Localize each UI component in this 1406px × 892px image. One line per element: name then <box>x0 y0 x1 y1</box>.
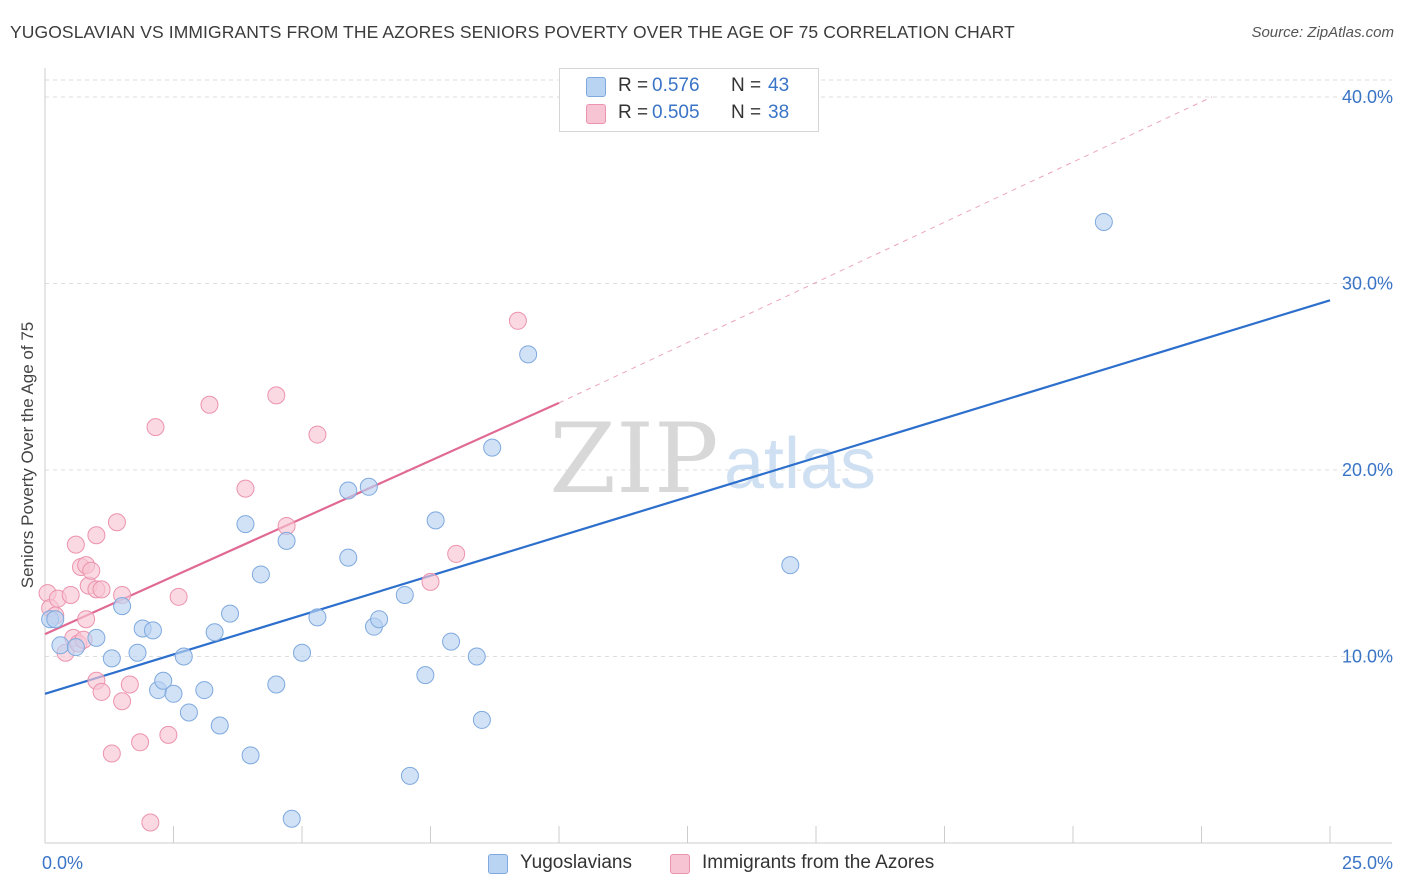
data-point-azores <box>236 479 255 498</box>
data-point-azores <box>308 425 327 444</box>
data-point-yugoslavians <box>174 647 193 666</box>
data-point-yugoslavians <box>195 681 214 700</box>
data-point-yugoslavians <box>282 809 301 828</box>
legend-swatch-blue <box>586 77 606 97</box>
data-point-azores <box>267 386 286 405</box>
data-point-yugoslavians <box>395 585 414 604</box>
data-point-azores <box>131 733 150 752</box>
data-point-yugoslavians <box>308 608 327 627</box>
data-point-yugoslavians <box>236 515 255 534</box>
data-point-azores <box>120 675 139 694</box>
data-point-azores <box>66 535 85 554</box>
data-point-yugoslavians <box>483 438 502 457</box>
data-point-yugoslavians <box>241 746 260 765</box>
data-point-yugoslavians <box>205 623 224 642</box>
data-point-azores <box>61 585 80 604</box>
data-point-yugoslavians <box>519 345 538 364</box>
data-point-yugoslavians <box>210 716 229 735</box>
data-point-yugoslavians <box>46 610 65 629</box>
data-point-azores <box>92 580 111 599</box>
data-point-azores <box>146 418 165 437</box>
trend-lines <box>44 96 1331 695</box>
data-points <box>38 212 1113 832</box>
data-point-azores <box>169 587 188 606</box>
data-point-azores <box>159 725 178 744</box>
data-point-yugoslavians <box>359 477 378 496</box>
data-point-yugoslavians <box>426 511 445 530</box>
legend-r-value: 0.576 <box>652 75 700 96</box>
data-point-azores <box>141 813 160 832</box>
y-tick-label: 40.0% <box>1342 87 1393 107</box>
watermark-atlas: atlas <box>724 424 876 504</box>
data-point-azores <box>77 610 96 629</box>
x-tick-label: 25.0% <box>1342 853 1393 873</box>
data-point-yugoslavians <box>113 597 132 616</box>
data-point-yugoslavians <box>370 610 389 629</box>
legend-r-label: R = <box>618 75 649 96</box>
data-point-yugoslavians <box>293 643 311 662</box>
bottom-legend-swatch-pink <box>670 854 690 874</box>
legend-swatch-pink <box>586 104 606 124</box>
data-point-yugoslavians <box>1094 212 1113 231</box>
data-point-azores <box>102 744 121 763</box>
source-credit: Source: ZipAtlas.com <box>1251 24 1394 41</box>
data-point-yugoslavians <box>442 632 461 651</box>
legend-n-value: 38 <box>768 102 790 123</box>
legend: R = 0.576 N = 43 R = 0.505 N = 38 <box>559 68 819 132</box>
data-point-azores <box>447 544 466 563</box>
watermark: ZIP atlas <box>549 403 876 515</box>
data-point-yugoslavians <box>400 766 419 785</box>
data-point-azores <box>200 395 219 414</box>
bottom-legend-swatch-blue <box>488 854 508 874</box>
x-tick-label: 0.0% <box>42 853 83 873</box>
data-point-yugoslavians <box>277 531 296 550</box>
data-point-yugoslavians <box>102 649 121 668</box>
trend-line-yugoslavians <box>44 299 1331 695</box>
data-point-yugoslavians <box>339 481 358 500</box>
data-point-yugoslavians <box>221 604 240 623</box>
data-point-yugoslavians <box>179 703 198 722</box>
y-tick-label: 20.0% <box>1342 460 1393 480</box>
legend-n-value: 43 <box>768 75 790 96</box>
data-point-azores <box>92 682 111 701</box>
watermark-zip: ZIP <box>549 403 718 515</box>
data-point-yugoslavians <box>472 710 491 729</box>
chart-title: YUGOSLAVIAN VS IMMIGRANTS FROM THE AZORE… <box>10 22 1015 42</box>
bottom-legend-label: Immigrants from the Azores <box>702 852 935 873</box>
data-point-azores <box>113 692 132 711</box>
data-point-yugoslavians <box>143 621 162 640</box>
data-point-yugoslavians <box>87 628 106 647</box>
data-point-yugoslavians <box>781 556 800 575</box>
data-point-azores <box>508 311 527 330</box>
legend-r-value: 0.505 <box>652 102 700 123</box>
data-point-yugoslavians <box>66 638 85 657</box>
bottom-legend-label: Yugoslavians <box>520 852 632 873</box>
data-point-azores <box>82 561 101 580</box>
y-axis-label: Seniors Poverty Over the Age of 75 <box>18 321 37 589</box>
data-point-yugoslavians <box>467 647 486 666</box>
data-point-azores <box>421 572 440 591</box>
data-point-yugoslavians <box>339 548 358 567</box>
data-point-azores <box>87 526 106 545</box>
tick-labels: 10.0% 20.0% 30.0% 40.0% 0.0% 25.0% <box>42 87 1393 873</box>
axes <box>44 68 1392 844</box>
data-point-yugoslavians <box>154 671 173 690</box>
data-point-yugoslavians <box>416 666 435 685</box>
data-point-azores <box>107 513 126 532</box>
grid <box>45 79 1392 657</box>
legend-r-label: R = <box>618 102 649 123</box>
y-tick-label: 10.0% <box>1342 647 1393 667</box>
data-point-yugoslavians <box>267 675 286 694</box>
legend-n-label: N = <box>731 102 762 123</box>
data-point-yugoslavians <box>128 643 147 662</box>
trend-line-azores-extended <box>558 96 1212 404</box>
y-tick-label: 30.0% <box>1342 274 1393 294</box>
data-point-yugoslavians <box>51 636 70 655</box>
data-point-yugoslavians <box>164 684 183 703</box>
legend-n-label: N = <box>731 75 762 96</box>
data-point-yugoslavians <box>251 565 270 584</box>
